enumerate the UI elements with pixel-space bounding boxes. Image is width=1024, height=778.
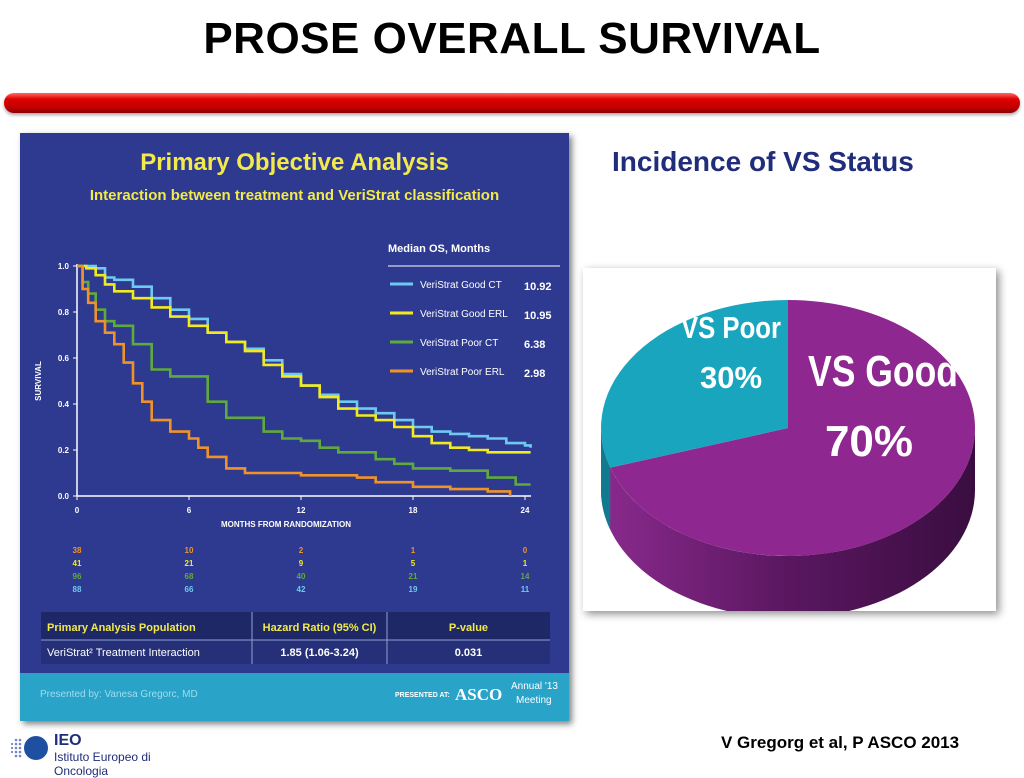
hr-table-cell: 0.031 (455, 647, 483, 659)
legend-title: Median OS, Months (388, 243, 490, 255)
pie-chart: VS Good 70% VS Poor 30% (601, 300, 976, 611)
at-risk-value: 1 (411, 546, 416, 555)
panel-title: Primary Objective Analysis (140, 149, 449, 176)
at-risk-value: 0 (523, 546, 528, 555)
y-tick-label: 0.2 (58, 446, 70, 455)
ieo-logo: IEO Istituto Europeo di Oncologia (4, 730, 196, 778)
km-series-line-3 (77, 264, 531, 486)
hr-table-header-cell: Hazard Ratio (95% CI) (263, 622, 377, 634)
incidence-title: Incidence of VS Status (612, 146, 914, 177)
meeting-line-2: Meeting (516, 695, 552, 706)
pie-label-vs-poor-value: 30% (700, 360, 762, 395)
hr-table-header (41, 612, 550, 640)
at-risk-value: 42 (297, 585, 306, 594)
meeting-line-1: Annual '13 (511, 681, 558, 692)
x-tick-label: 6 (187, 506, 192, 515)
panel-subtitle: Interaction between treatment and VeriSt… (89, 187, 500, 204)
x-axis-label: MONTHS FROM RANDOMIZATION (221, 520, 351, 529)
y-axis-label: SURVIVAL (34, 361, 43, 401)
legend-label: VeriStrat Good ERL (420, 309, 508, 320)
y-tick-label: 0.4 (58, 400, 70, 409)
at-risk-value: 19 (409, 585, 418, 594)
pie-label-vs-poor-name: VS Poor (681, 310, 781, 345)
hr-table-cell: 1.85 (1.06-3.24) (280, 647, 359, 659)
citation: V Gregorg et al, P ASCO 2013 (721, 733, 960, 752)
pie-slice-vs-poor-side (601, 428, 611, 530)
y-tick-label: 0.0 (58, 492, 70, 501)
x-tick-label: 24 (521, 506, 530, 515)
at-risk-value: 21 (185, 559, 194, 568)
y-tick-label: 1.0 (58, 262, 70, 271)
hr-table-header-cell: P-value (449, 622, 488, 634)
y-tick-label: 0.6 (58, 354, 70, 363)
at-risk-value: 11 (521, 585, 530, 594)
at-risk-value: 5 (411, 559, 416, 568)
survival-panel: Primary Objective Analysis Interaction b… (20, 133, 569, 721)
title-divider-bar (4, 93, 1020, 113)
logo-name: IEO (54, 732, 82, 749)
pie-label-vs-good-value: 70% (825, 417, 913, 466)
at-risk-value: 9 (299, 559, 304, 568)
at-risk-value: 40 (297, 572, 306, 581)
pie-chart-frame: VS Good 70% VS Poor 30% (583, 268, 996, 611)
at-risk-value: 68 (185, 572, 194, 581)
legend-median: 2.98 (524, 368, 545, 380)
slide-title: PROSE OVERALL SURVIVAL (203, 14, 821, 63)
hr-table-header-cell: Primary Analysis Population (47, 622, 196, 634)
at-risk-value: 66 (185, 585, 194, 594)
logo-subtitle: Istituto Europeo di Oncologia (54, 750, 151, 778)
pie-label-vs-good-name: VS Good (808, 347, 958, 396)
at-risk-value: 96 (73, 572, 82, 581)
legend-median: 10.92 (524, 281, 552, 293)
at-risk-value: 41 (73, 559, 82, 568)
x-tick-label: 12 (297, 506, 306, 515)
legend-label: VeriStrat Good CT (420, 280, 502, 291)
km-series-line-2 (77, 264, 531, 454)
hr-table-cell: VeriStrat² Treatment Interaction (47, 647, 200, 659)
legend-label: VeriStrat Poor ERL (420, 367, 505, 378)
y-tick-label: 0.8 (58, 308, 70, 317)
at-risk-value: 88 (73, 585, 82, 594)
at-risk-value: 10 (185, 546, 194, 555)
panel-footer-strip: Presented by: Vanesa Gregorc, MD PRESENT… (20, 673, 569, 721)
presented-by: Presented by: Vanesa Gregorc, MD (40, 689, 198, 700)
asco-logo: ASCO (455, 685, 503, 704)
pie-slice-vs-good-side (601, 428, 975, 611)
presented-at: PRESENTED AT: (395, 692, 450, 699)
at-risk-value: 14 (521, 572, 530, 581)
pie-slice-vs-good (610, 300, 976, 556)
ieo-logo-mark-icon (10, 736, 48, 760)
legend-label: VeriStrat Poor CT (420, 338, 498, 349)
x-tick-label: 0 (75, 506, 80, 515)
at-risk-value: 38 (73, 546, 82, 555)
at-risk-value: 1 (523, 559, 528, 568)
km-series-line-1 (77, 264, 532, 448)
at-risk-value: 2 (299, 546, 304, 555)
pie-slice-vs-poor (601, 300, 788, 468)
km-series-line-4 (77, 264, 512, 496)
legend-median: 10.95 (524, 310, 552, 322)
at-risk-value: 21 (409, 572, 418, 581)
legend-median: 6.38 (524, 339, 545, 351)
x-tick-label: 18 (409, 506, 418, 515)
